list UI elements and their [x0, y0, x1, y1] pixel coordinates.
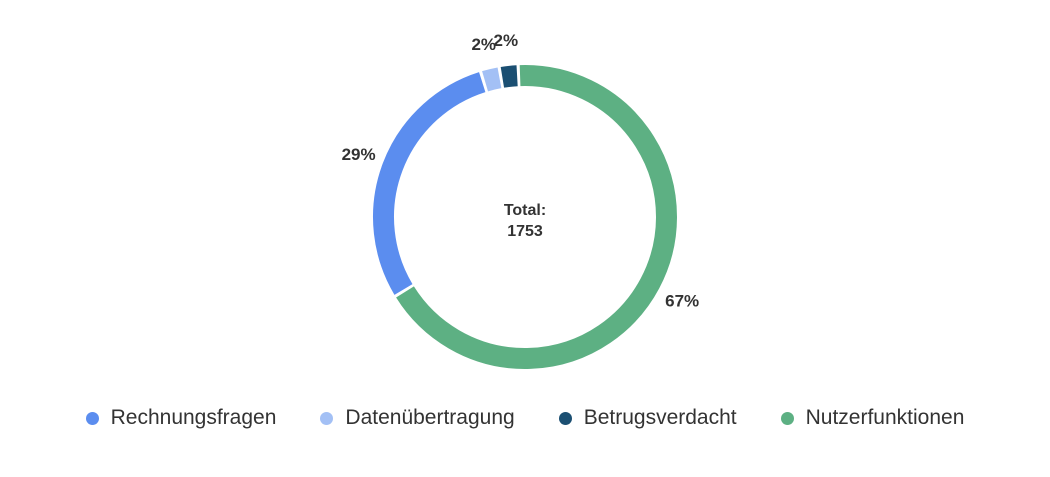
slice-label-datenübertragung: 2% [471, 35, 496, 54]
center-total-value: 1753 [507, 223, 543, 240]
center-label: Total: [504, 202, 546, 219]
legend-item-nutzerfunktionen[interactable]: Nutzerfunktionen [780, 406, 965, 430]
slice-betrugsverdacht[interactable] [500, 65, 518, 88]
legend-dot-icon [558, 411, 572, 425]
slice-label-betrugsverdacht: 2% [493, 31, 518, 50]
legend-item-rechnungsfragen[interactable]: Rechnungsfragen [85, 406, 277, 430]
legend-label: Datenübertragung [345, 406, 515, 429]
legend-dot-icon [780, 411, 794, 425]
legend-item-betrugsverdacht[interactable]: Betrugsverdacht [558, 406, 737, 430]
legend-label: Betrugsverdacht [583, 406, 737, 429]
slice-labels: 2%2% 67% 29% [342, 31, 700, 311]
legend-dot-icon [85, 411, 99, 425]
slice-nutzerfunktionen[interactable] [396, 65, 677, 369]
slice-datenübertragung[interactable] [482, 67, 502, 92]
legend-label: Nutzerfunktionen [805, 406, 965, 429]
legend: Rechnungsfragen Datenübertragung Betrugsve… [0, 406, 1050, 430]
donut-slices [373, 65, 677, 369]
legend-label: Rechnungsfragen [110, 406, 277, 429]
slice-label-nutzerfunktionen: 67% [665, 292, 699, 311]
donut-chart: 2%2% 67% 29% Total: 1753 [342, 31, 700, 369]
legend-dot-icon [320, 411, 334, 425]
legend-item-datenübertragung[interactable]: Datenübertragung [320, 406, 515, 430]
slice-rechnungsfragen[interactable] [373, 72, 486, 295]
slice-label-rechnungsfragen: 29% [342, 145, 376, 164]
